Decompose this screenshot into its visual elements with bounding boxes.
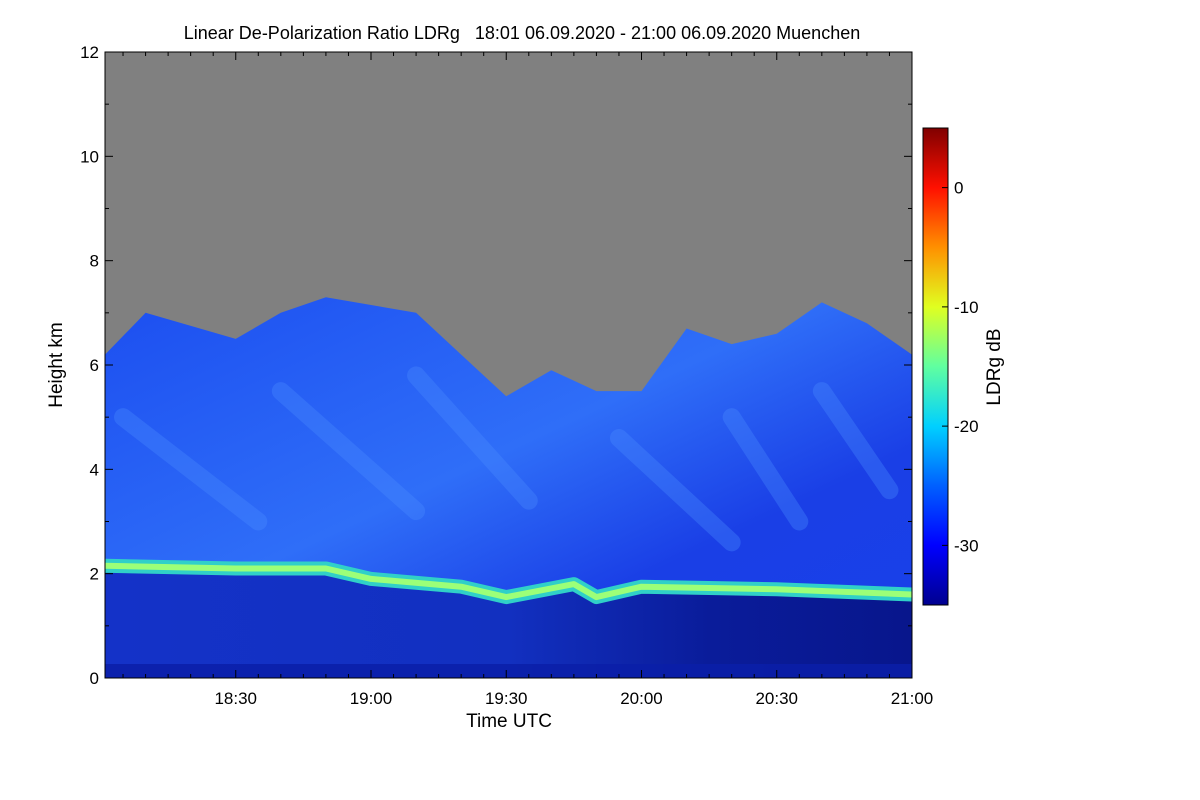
colorbar-label: LDRg dB (984, 328, 1005, 405)
colorbar (922, 127, 949, 606)
chart-title: Linear De-Polarization Ratio LDRg 18:01 … (184, 23, 860, 43)
y-tick-label: 4 (90, 460, 99, 479)
y-tick-label: 0 (90, 669, 99, 688)
y-axis-title: Height km (46, 322, 67, 408)
surface-layer (105, 664, 912, 678)
x-tick-label: 20:00 (620, 689, 663, 708)
boundary-layer-band (105, 562, 912, 601)
fall-streaks (114, 366, 899, 552)
fall-streak (812, 382, 899, 500)
colorbar-tick-label: 0 (954, 179, 963, 198)
y-tick-label: 8 (90, 252, 99, 271)
colorbar-tick-label: -30 (954, 536, 979, 555)
fall-streak (407, 366, 538, 510)
y-tick-label: 6 (90, 356, 99, 375)
x-axis-title: Time UTC (466, 711, 552, 732)
plot-area (105, 52, 912, 678)
y-tick-label: 2 (90, 565, 99, 584)
colorbar-ticks: 0 -10 -20 -30 (942, 179, 979, 555)
fall-streak (609, 429, 741, 552)
x-tick-label: 19:00 (350, 689, 393, 708)
fall-streak (271, 382, 426, 521)
x-tick-label: 19:30 (485, 689, 528, 708)
x-axis: 18:30 19:00 19:30 20:00 20:30 21:00 (122, 52, 934, 708)
x-tick-label: 20:30 (755, 689, 798, 708)
colorbar-tick-label: -10 (954, 298, 979, 317)
y-tick-label: 12 (80, 43, 99, 62)
y-axis: 0 2 4 6 8 10 12 (80, 43, 912, 688)
y-tick-label: 10 (80, 147, 99, 166)
x-tick-label: 21:00 (891, 689, 934, 708)
fall-streak (722, 408, 809, 531)
colorbar-tick-label: -20 (954, 417, 979, 436)
fall-streak (114, 408, 268, 531)
x-tick-label: 18:30 (214, 689, 257, 708)
